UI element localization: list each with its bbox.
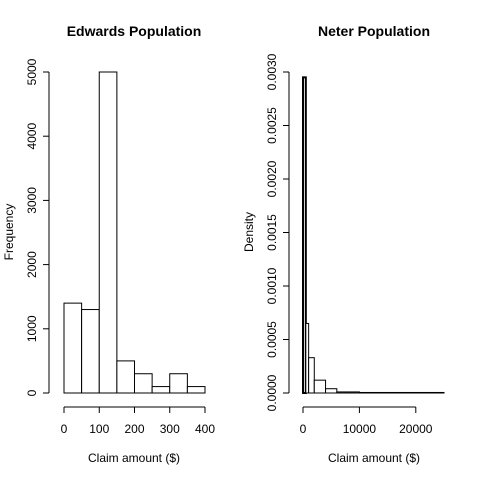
edwards-x-tick-label: 300 — [160, 422, 180, 436]
edwards-y-tick-label: 3000 — [25, 187, 39, 214]
neter-y-axis-label: Density — [242, 212, 256, 252]
edwards-bar — [169, 373, 188, 394]
edwards-y-tick-label: 1000 — [25, 315, 39, 342]
neter-y-axis: 0.0000 0.0005 0.0010 0.0015 0.0020 0.0025 0.00… — [265, 53, 290, 411]
neter-x-tick-label: 20000 — [399, 422, 433, 436]
edwards-bar — [116, 360, 135, 394]
edwards-histogram-panel: Edwards Population Claim amount ($) Freq… — [2, 23, 215, 465]
edwards-x-tick-label: 400 — [195, 422, 215, 436]
neter-x-tick-label: 10000 — [343, 422, 377, 436]
edwards-x-axis-label: Claim amount ($) — [88, 451, 180, 465]
edwards-y-axis-label: Frequency — [2, 204, 16, 261]
neter-bar — [308, 357, 315, 394]
edwards-bars — [63, 71, 206, 394]
neter-y-tick-label: 0.0000 — [265, 374, 279, 411]
neter-y-tick-label: 0.0025 — [265, 107, 279, 144]
neter-x-tick-label: 0 — [300, 422, 307, 436]
edwards-x-axis: 0 100 200 300 400 — [61, 406, 215, 436]
edwards-chart-title: Edwards Population — [67, 23, 202, 39]
neter-bar — [325, 388, 338, 394]
edwards-bar — [63, 302, 83, 394]
edwards-bar — [186, 386, 206, 394]
edwards-y-tick-label: 0 — [25, 389, 39, 396]
neter-bars — [302, 76, 445, 394]
neter-histogram-panel: Neter Population Claim amount ($) Densit… — [242, 23, 445, 465]
edwards-bar — [134, 373, 153, 394]
neter-x-axis-label: Claim amount ($) — [328, 451, 420, 465]
edwards-x-tick-label: 200 — [124, 422, 144, 436]
neter-x-axis: 0 10000 20000 — [300, 406, 433, 436]
edwards-x-tick-label: 100 — [89, 422, 109, 436]
edwards-y-axis: 0 1000 2000 3000 4000 5000 — [25, 58, 50, 396]
neter-y-tick-label: 0.0015 — [265, 214, 279, 251]
edwards-y-tick-label: 4000 — [25, 123, 39, 150]
edwards-bar — [81, 309, 100, 394]
neter-y-tick-label: 0.0030 — [265, 53, 279, 90]
neter-chart-title: Neter Population — [318, 23, 430, 39]
edwards-bar — [98, 71, 118, 394]
neter-y-tick-label: 0.0020 — [265, 160, 279, 197]
neter-bar — [302, 76, 307, 394]
edwards-y-tick-label: 5000 — [25, 58, 39, 85]
neter-y-tick-label: 0.0005 — [265, 321, 279, 358]
neter-bar — [336, 391, 360, 394]
neter-bar — [358, 391, 445, 394]
neter-bar — [313, 379, 327, 394]
edwards-bar — [151, 386, 171, 394]
neter-y-tick-label: 0.0010 — [265, 267, 279, 304]
edwards-x-tick-label: 0 — [61, 422, 68, 436]
edwards-y-tick-label: 2000 — [25, 251, 39, 278]
